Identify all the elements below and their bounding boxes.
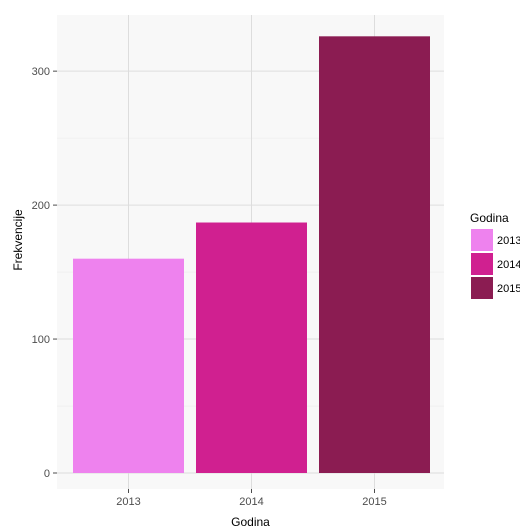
x-tick-label: 2013: [116, 496, 140, 508]
legend-swatch-2013: [471, 229, 493, 251]
legend-label-2014: 2014: [497, 259, 520, 271]
bar-2015: [319, 36, 430, 474]
legend-label-2015: 2015: [497, 283, 520, 295]
y-tick-label: 200: [32, 200, 50, 212]
legend-swatch-2015: [471, 277, 493, 299]
y-axis: 0 100 200 300: [32, 66, 57, 480]
y-tick-label: 100: [32, 334, 50, 346]
legend: Godina 2013 2014 2015: [470, 211, 520, 299]
x-tick-label: 2015: [362, 496, 386, 508]
x-tick-label: 2014: [239, 496, 263, 508]
legend-swatch-2014: [471, 253, 493, 275]
bar-2013: [73, 258, 184, 473]
legend-label-2013: 2013: [497, 235, 520, 247]
legend-title: Godina: [470, 211, 509, 225]
x-axis-title: Godina: [231, 515, 270, 529]
y-tick-label: 0: [44, 468, 50, 480]
bars: [73, 36, 430, 474]
y-tick-label: 300: [32, 66, 50, 78]
x-axis: 2013 2014 2015: [116, 489, 387, 508]
y-axis-title: Frekvencije: [11, 209, 25, 271]
bar-2014: [196, 222, 307, 473]
